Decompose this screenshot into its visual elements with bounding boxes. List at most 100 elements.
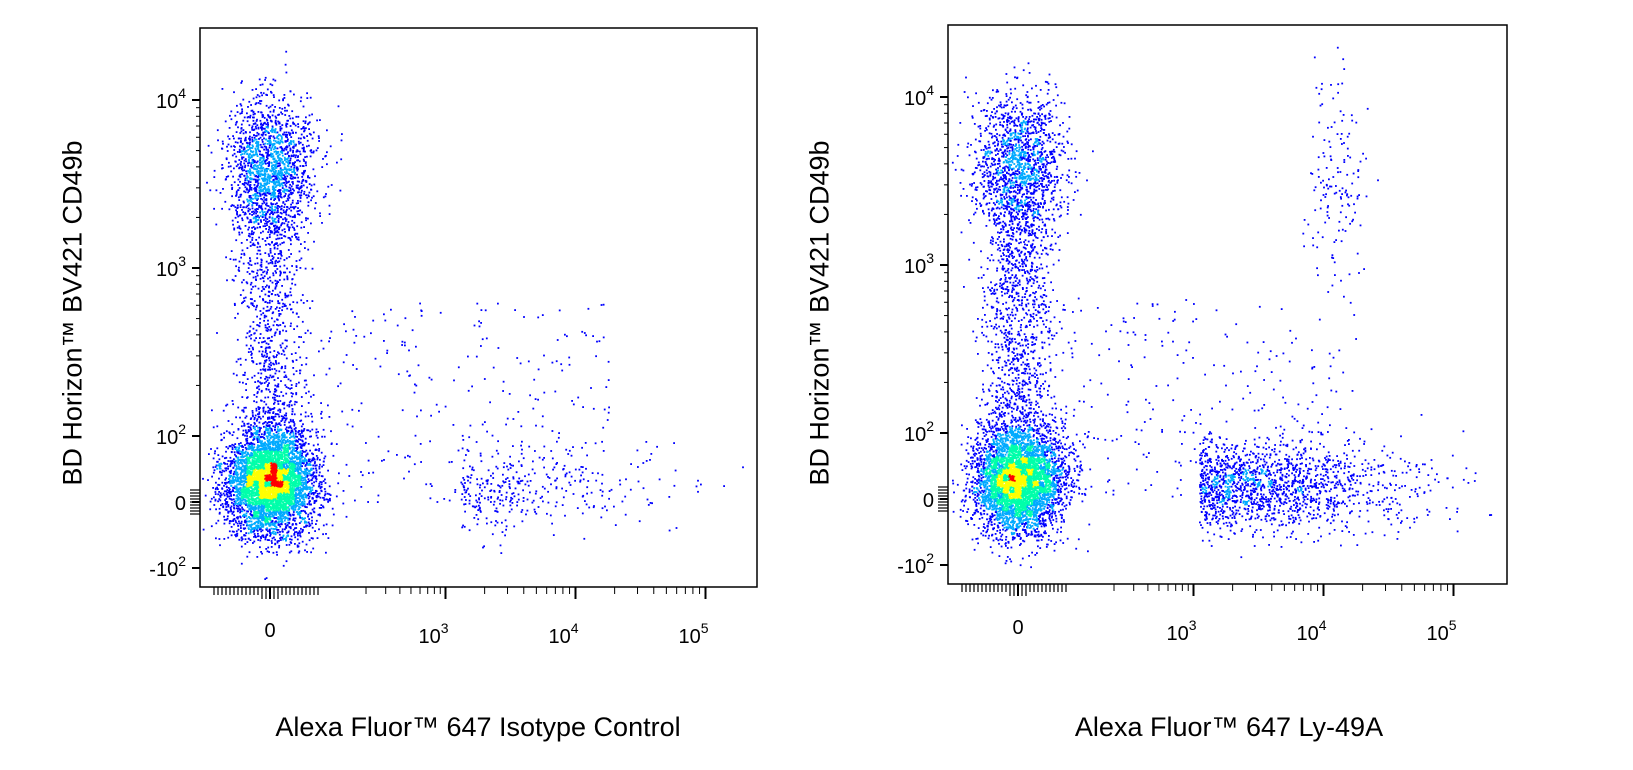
- data-point: [238, 444, 241, 447]
- data-point: [272, 492, 275, 495]
- data-point: [279, 497, 282, 500]
- data-point: [218, 498, 221, 500]
- data-point: [230, 490, 233, 493]
- data-point: [244, 446, 247, 449]
- data-point: [301, 540, 304, 543]
- data-point: [218, 458, 221, 461]
- data-point: [293, 436, 296, 439]
- data-point: [244, 496, 246, 498]
- data-point: [265, 502, 267, 505]
- data-point: [260, 463, 263, 466]
- data-point: [288, 511, 291, 514]
- data-point: [281, 432, 284, 435]
- data-point: [277, 454, 280, 457]
- data-point: [268, 443, 270, 445]
- data-point: [254, 468, 257, 471]
- data-point: [283, 421, 286, 424]
- data-point: [273, 536, 275, 539]
- data-point: [236, 522, 239, 525]
- data-point: [293, 423, 296, 425]
- data-point: [300, 494, 303, 497]
- data-point: [281, 483, 284, 486]
- data-point: [276, 505, 279, 508]
- data-point: [271, 480, 274, 482]
- data-point: [326, 498, 329, 501]
- data-point: [248, 480, 251, 482]
- data-point: [287, 474, 289, 476]
- data-point: [249, 530, 252, 533]
- data-point: [293, 504, 295, 507]
- data-point: [266, 483, 269, 486]
- data-point: [282, 463, 285, 466]
- data-point: [297, 476, 299, 479]
- data-point: [245, 442, 248, 445]
- data-point: [224, 508, 227, 511]
- data-point: [312, 484, 315, 487]
- data-point: [272, 515, 275, 518]
- data-point: [280, 420, 283, 422]
- data-point: [291, 462, 294, 465]
- data-point: [314, 475, 316, 477]
- data-point: [264, 466, 267, 468]
- data-point: [241, 444, 244, 447]
- data-point: [254, 505, 257, 508]
- data-point: [249, 471, 251, 473]
- data-point: [229, 470, 232, 473]
- data-point: [295, 456, 297, 458]
- data-point: [275, 508, 278, 510]
- data-point: [287, 477, 290, 479]
- data-point: [310, 493, 313, 495]
- data-point: [306, 503, 309, 506]
- data-point: [240, 456, 242, 458]
- data-point: [289, 527, 292, 530]
- data-point: [218, 507, 221, 510]
- data-point: [239, 458, 242, 461]
- data-point: [286, 477, 289, 479]
- data-point: [268, 426, 271, 429]
- data-point: [257, 485, 259, 488]
- data-point: [253, 438, 256, 440]
- data-point: [329, 494, 332, 496]
- data-point: [241, 460, 244, 462]
- data-point: [247, 510, 249, 513]
- data-point: [257, 466, 260, 469]
- data-point: [300, 517, 303, 519]
- data-point: [278, 488, 281, 491]
- data-point: [319, 514, 321, 517]
- data-point: [276, 553, 278, 556]
- data-point: [229, 445, 232, 448]
- data-point: [306, 474, 309, 477]
- data-point: [265, 449, 268, 451]
- data-point: [254, 453, 256, 456]
- data-point: [276, 529, 278, 531]
- data-point: [294, 474, 296, 477]
- data-point: [241, 510, 244, 513]
- data-point: [243, 482, 246, 485]
- data-point: [279, 507, 282, 510]
- data-point: [262, 460, 264, 462]
- data-point: [259, 546, 261, 549]
- data-point: [243, 475, 245, 478]
- data-point: [267, 476, 270, 479]
- data-point: [293, 501, 296, 504]
- data-point: [283, 469, 286, 472]
- data-point: [282, 534, 285, 537]
- data-point: [300, 419, 303, 422]
- data-point: [214, 493, 217, 495]
- data-point: [275, 459, 277, 461]
- data-point: [266, 539, 269, 541]
- data-point: [242, 524, 245, 526]
- data-point: [285, 477, 288, 480]
- data-point: [271, 523, 273, 526]
- data-point: [226, 489, 229, 491]
- data-point: [229, 463, 232, 465]
- data-point: [216, 486, 218, 489]
- data-point: [281, 465, 283, 468]
- data-point: [253, 487, 256, 489]
- data-point: [248, 520, 251, 523]
- data-point: [287, 469, 289, 472]
- data-point: [256, 433, 259, 436]
- data-point: [263, 422, 266, 424]
- data-point: [305, 467, 308, 470]
- data-point: [237, 463, 240, 466]
